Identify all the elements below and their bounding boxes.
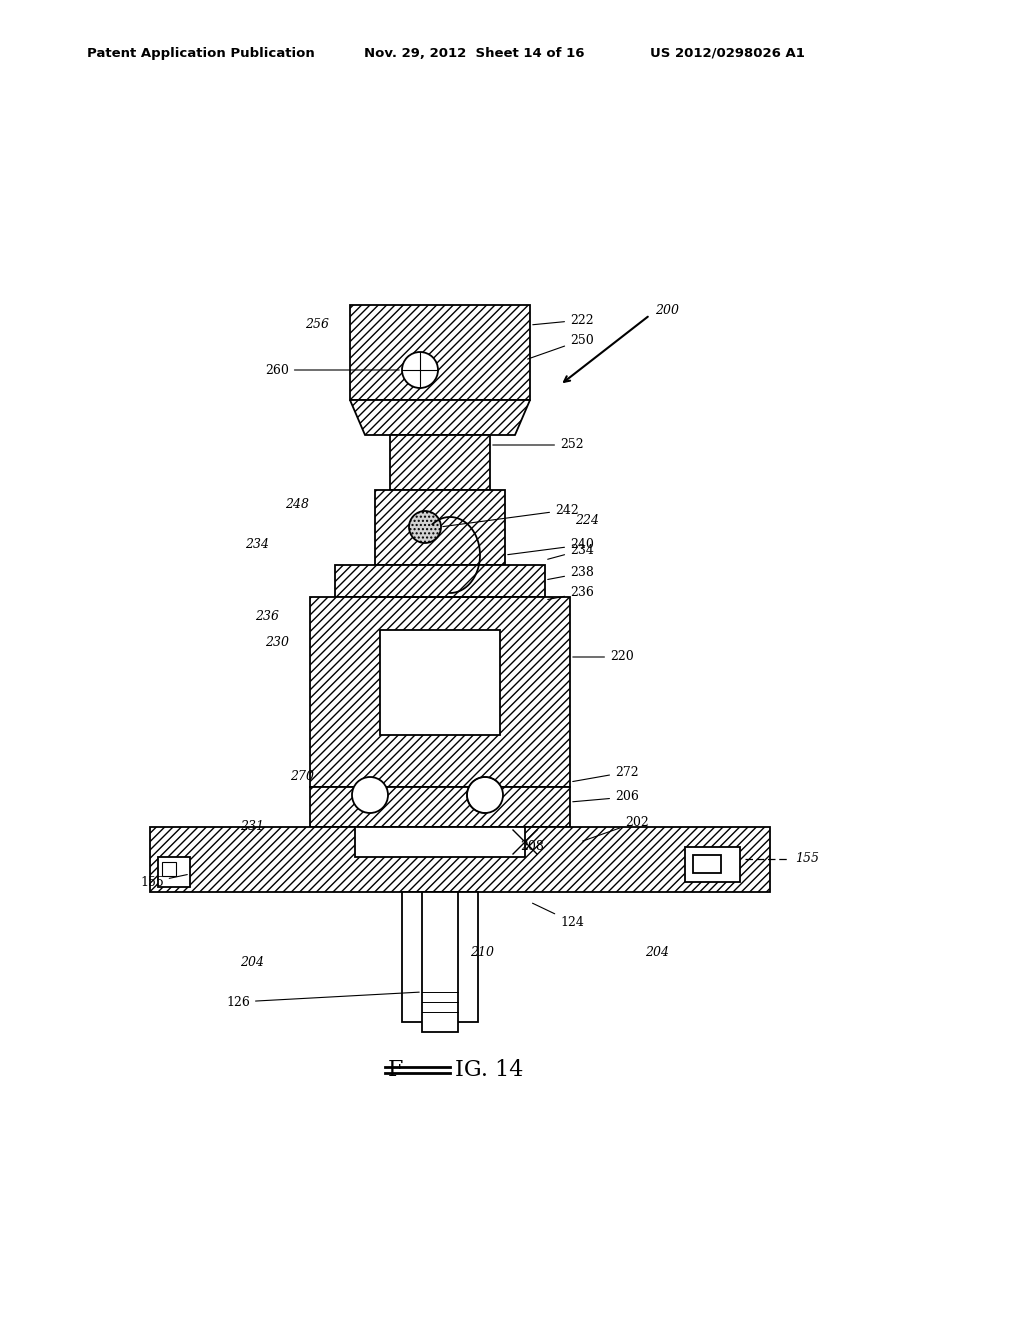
Bar [150,828,770,892]
Text: 240: 240 [508,539,594,554]
Bar [310,787,570,828]
Bar [335,565,545,597]
Text: 204: 204 [645,945,669,958]
Text: Patent Application Publication: Patent Application Publication [87,46,314,59]
Bar [350,305,530,400]
Text: 238: 238 [548,566,594,579]
Text: 200: 200 [655,304,679,317]
Text: 222: 222 [532,314,594,326]
Text: 208: 208 [520,841,544,854]
Bar [355,828,525,857]
Text: 250: 250 [527,334,594,359]
Bar [685,847,740,882]
Text: 230: 230 [265,635,289,648]
Bar [162,862,176,876]
Text: 260: 260 [265,363,399,376]
Text: 234: 234 [548,544,594,560]
Text: 124: 124 [532,903,584,928]
Circle shape [352,777,388,813]
Text: 155: 155 [140,875,187,888]
Text: 248: 248 [285,499,309,511]
Text: IG. 14: IG. 14 [455,1059,523,1081]
Text: 236: 236 [255,610,279,623]
Bar [158,857,190,887]
Text: 155: 155 [795,853,819,866]
Text: 224: 224 [575,513,599,527]
Circle shape [402,352,438,388]
Text: F: F [388,1059,403,1081]
Bar [310,597,570,787]
Text: 256: 256 [305,318,329,331]
Text: 252: 252 [493,438,584,451]
Text: US 2012/0298026 A1: US 2012/0298026 A1 [650,46,805,59]
Text: 206: 206 [572,791,639,804]
Text: Nov. 29, 2012  Sheet 14 of 16: Nov. 29, 2012 Sheet 14 of 16 [364,46,584,59]
Bar [693,855,721,873]
Text: 234: 234 [245,539,269,552]
Bar [402,892,478,1022]
Text: 236: 236 [548,586,594,599]
Text: 126: 126 [226,993,419,1008]
Text: 220: 220 [572,651,634,664]
Bar [422,892,458,1032]
Polygon shape [350,400,530,436]
Circle shape [467,777,503,813]
Text: 272: 272 [572,766,639,781]
Text: 202: 202 [583,816,649,841]
Text: 242: 242 [442,503,579,527]
Text: 270: 270 [290,771,314,784]
Circle shape [409,511,441,543]
Bar [390,436,490,490]
Bar [375,490,505,565]
Bar [380,630,500,735]
Text: 204: 204 [240,956,264,969]
Text: 231: 231 [240,821,264,833]
Text: 210: 210 [470,945,494,958]
